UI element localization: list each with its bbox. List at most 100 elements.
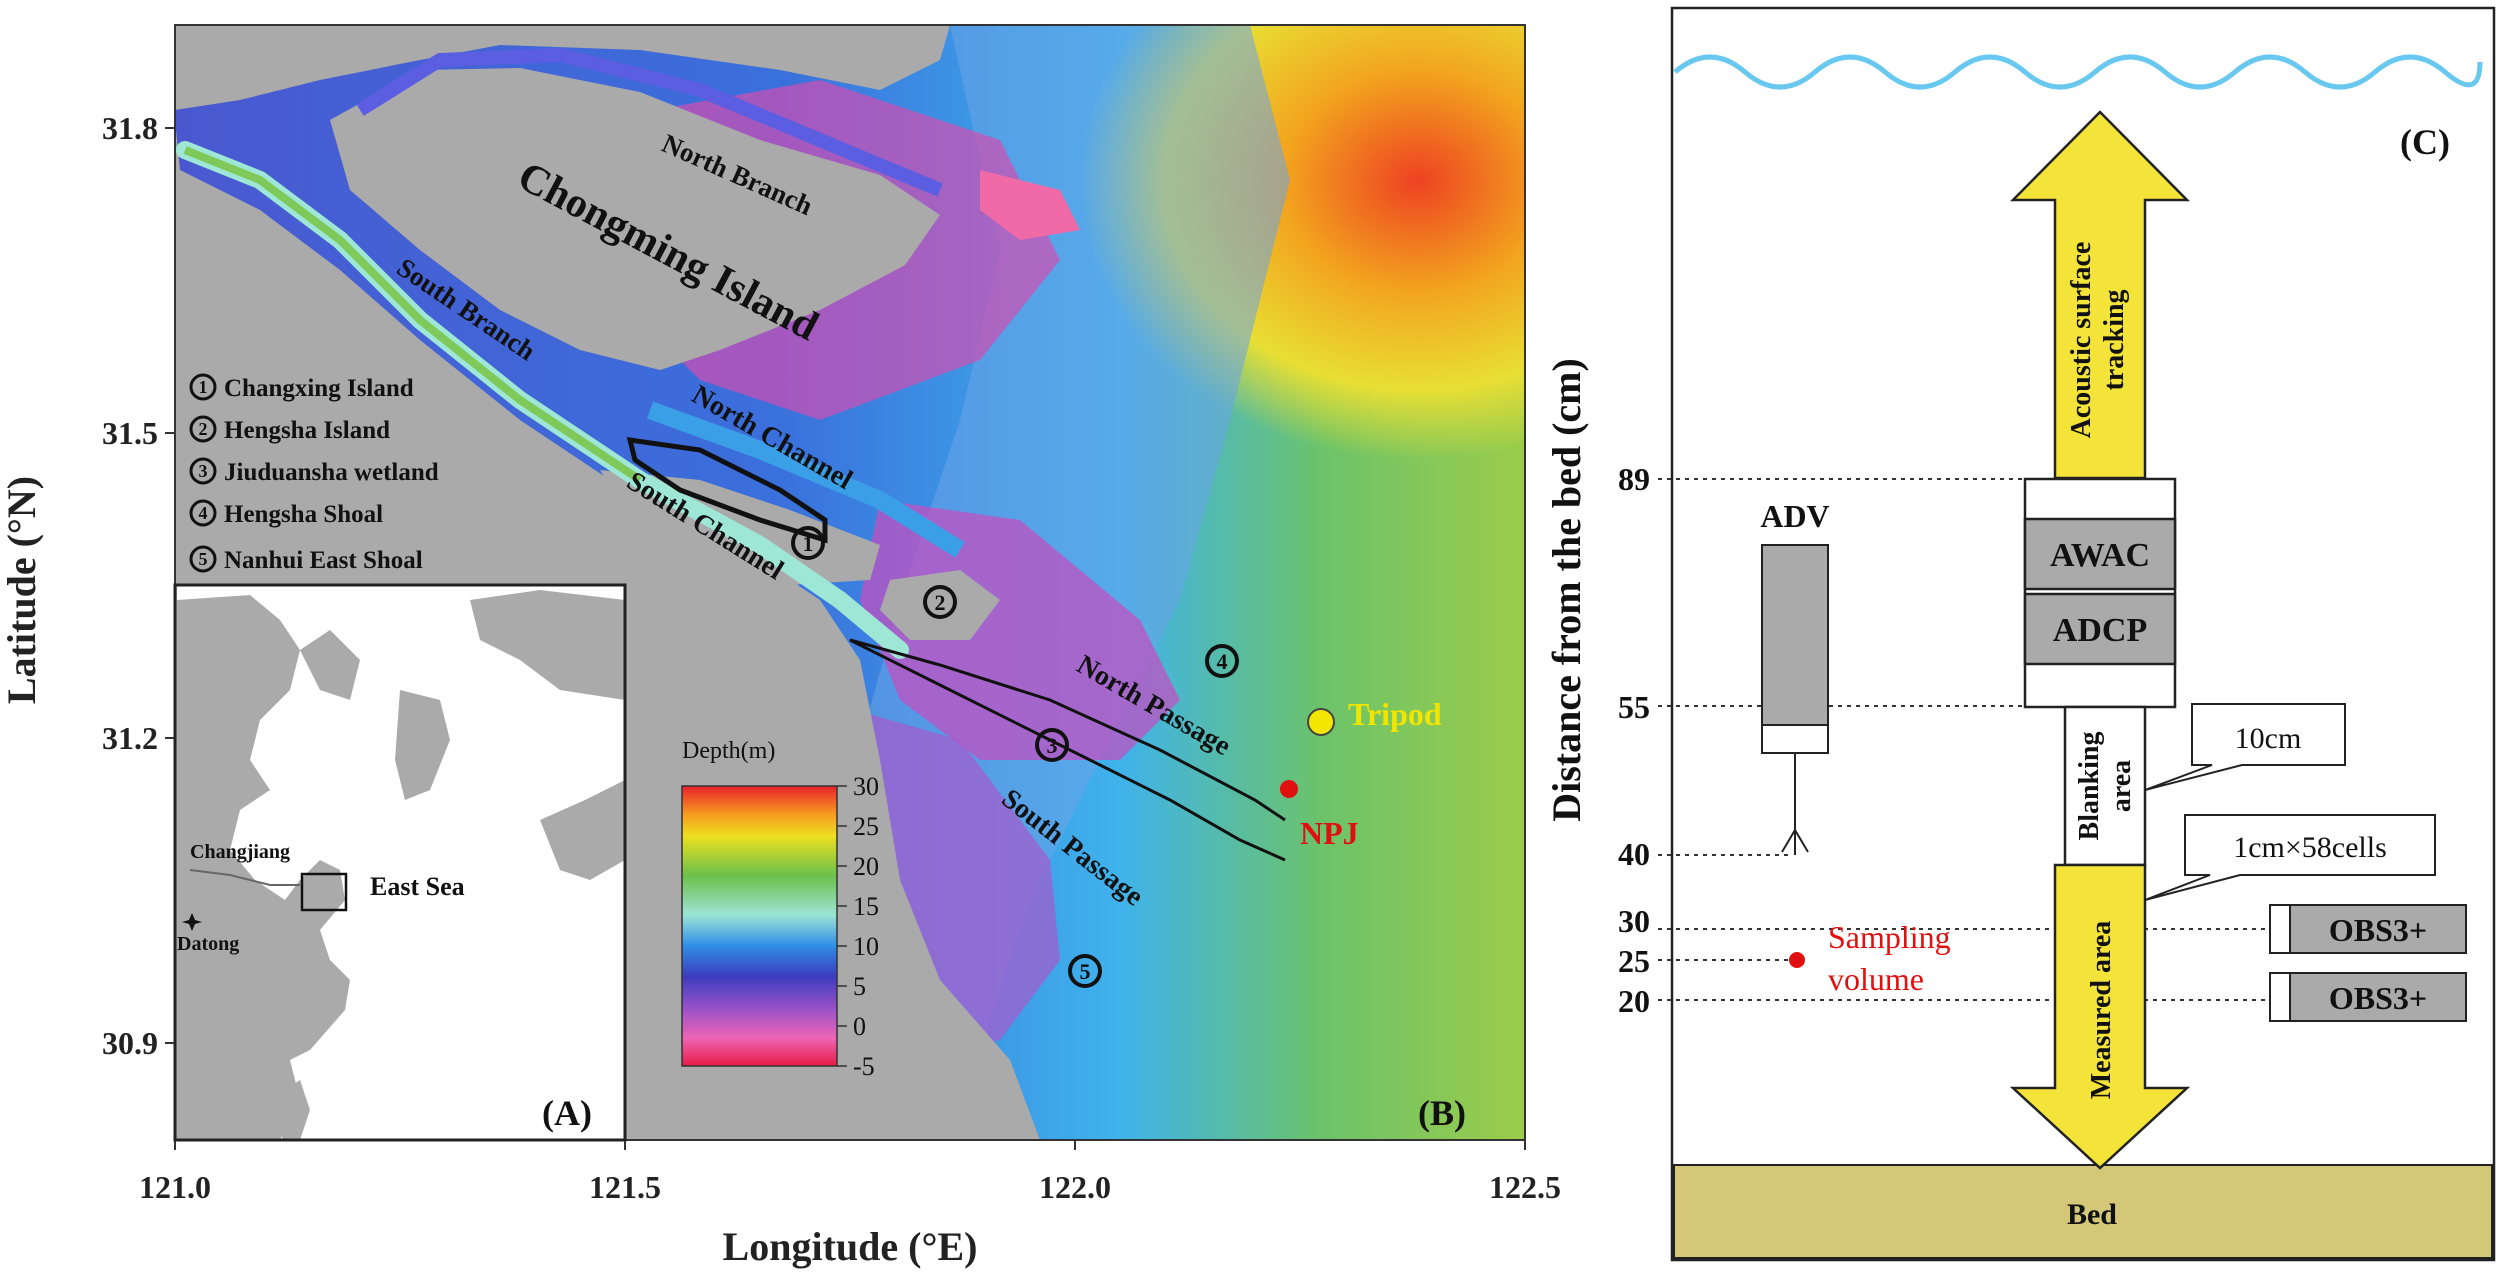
obs-label-lower: OBS3+: [2329, 980, 2427, 1016]
height-label: 25: [1618, 943, 1650, 979]
schematic-y-title: Distance from the bed (cm): [1544, 358, 1589, 822]
colorbar-tick: 10: [853, 932, 879, 961]
x-tick-label: 122.0: [1039, 1169, 1111, 1205]
colorbar-tick: 20: [853, 852, 879, 881]
callout-cells: [2144, 814, 2436, 901]
legend-text: Changxing Island: [224, 375, 414, 402]
depth-colorbar: Depth(m) 30 25 20 15 10 5 0 -5: [681, 738, 879, 1081]
x-tick-labels: 121.0 121.5 122.0 122.5: [139, 1169, 1561, 1205]
callout-cells-text: 1cm×58cells: [2233, 831, 2387, 864]
acoustic-label-1: Acoustic surface: [2066, 242, 2097, 439]
east-sea-label: East Sea: [370, 872, 465, 901]
map-number-labels: 1 2 3 4 5: [803, 531, 1228, 984]
water-surface-wave: [1673, 54, 2483, 90]
adv-probe-icon: [1781, 829, 1809, 855]
colorbar-tick: 5: [853, 972, 866, 1001]
schematic-panel: (C) Bed Distance from the bed (cm) 89 55…: [1544, 6, 2496, 1262]
awac-label: AWAC: [2050, 537, 2150, 574]
inset-northeast: [470, 590, 625, 700]
height-guides: [1658, 478, 2270, 1001]
npj-marker: [1280, 780, 1298, 798]
y-tick-label: 30.9: [102, 1025, 158, 1061]
north-channel-water: [646, 401, 965, 558]
chongming-island: [330, 68, 940, 370]
south-branch-core: [183, 146, 643, 484]
height-label: 89: [1618, 461, 1650, 497]
legend-number: 4: [199, 503, 208, 523]
inset-taiwan: [282, 1080, 310, 1140]
obs-sensor-tip: [2269, 972, 2291, 1022]
legend-text: Jiuduansha wetland: [224, 459, 439, 486]
measured-label: Measured area: [2086, 921, 2117, 1100]
site-legend: 1 2 3 4 5 Changxing Island Hengsha Islan…: [189, 373, 439, 574]
blanking-label-1: Blanking: [2074, 732, 2105, 841]
inset-mainland: [177, 595, 350, 1140]
map-number: 1: [803, 531, 814, 556]
map-number: 5: [1080, 959, 1091, 984]
acoustic-label-2: tracking: [2099, 289, 2130, 390]
height-labels: 89 55 40 30 25 20: [1618, 461, 1650, 1019]
seabed: [1673, 1164, 2493, 1259]
sampling-volume-dot: [1789, 952, 1805, 968]
panel-b-label: (B): [1418, 1093, 1466, 1133]
study-area-box: [300, 872, 348, 912]
legend-text: Hengsha Island: [224, 417, 390, 444]
tripod-marker: [1307, 708, 1335, 736]
datong-star-icon: [182, 913, 202, 931]
map-number: 2: [935, 590, 946, 615]
inset-korea: [395, 690, 450, 800]
sampling-label-2: volume: [1828, 961, 1924, 997]
npj-label: NPJ: [1300, 815, 1359, 851]
panel-c-label: (C): [2400, 122, 2450, 162]
y-tick-label: 31.5: [102, 415, 158, 451]
x-tick-label: 121.0: [139, 1169, 211, 1205]
south-jetty: [849, 638, 1286, 862]
legend-text: Hengsha Shoal: [224, 501, 383, 528]
north-branch-water: [356, 47, 943, 197]
map-frame: [174, 24, 1526, 1141]
height-label: 30: [1618, 903, 1650, 939]
changjiang-label: Changjiang: [190, 841, 290, 863]
panel-a-label: (A): [542, 1093, 592, 1133]
measured-area-arrow: [2009, 863, 2191, 1170]
acoustic-tracking-arrow: [2010, 110, 2190, 480]
legend-number: 5: [199, 549, 208, 569]
awac-box: [2023, 517, 2177, 591]
northern-land: [175, 25, 950, 110]
mudflat-jiuduansha: [860, 500, 1180, 760]
hengsha-island: [880, 570, 1000, 640]
colorbar-tick: 30: [853, 772, 879, 801]
datong-label: Datong: [177, 933, 239, 955]
height-label: 40: [1618, 836, 1650, 872]
x-tick-label: 122.5: [1489, 1169, 1561, 1205]
map-number-markers: [791, 526, 1239, 988]
blanking-label-2: area: [2106, 760, 2137, 812]
colorbar-tick: 25: [853, 812, 879, 841]
map-ticks: [165, 127, 1526, 1150]
x-tick-label: 121.5: [589, 1169, 661, 1205]
colorbar-title: Depth(m): [682, 738, 775, 764]
obs-sensor-tip: [2269, 904, 2291, 954]
inset-map-a: Changjiang East Sea Datong (A): [173, 583, 627, 1142]
x-axis-title: Longitude (°E): [723, 1224, 978, 1269]
callout-10cm: [2144, 703, 2346, 791]
legend-text: Nanhui East Shoal: [224, 547, 423, 574]
adv-label: ADV: [1760, 498, 1829, 534]
colorbar-ramp: [681, 785, 838, 1067]
tripod-label: Tripod: [1348, 696, 1442, 732]
y-tick-label: 31.8: [102, 110, 158, 146]
y-axis-title: Latitude (°N): [0, 476, 44, 704]
inset-liaodong: [300, 630, 360, 700]
obs-sensor-upper: [2289, 904, 2467, 954]
map-number: 3: [1047, 733, 1058, 758]
inset-japan: [540, 780, 625, 880]
north-jetty: [849, 638, 1286, 822]
height-label: 55: [1618, 689, 1650, 725]
y-tick-labels: 31.8 31.5 31.2 30.9: [102, 110, 158, 1061]
map-number: 4: [1217, 649, 1228, 674]
colorbar-tick: 15: [853, 892, 879, 921]
callout-10cm-text: 10cm: [2235, 722, 2302, 755]
shoal-pink: [980, 170, 1080, 240]
inset-river: [189, 869, 300, 886]
